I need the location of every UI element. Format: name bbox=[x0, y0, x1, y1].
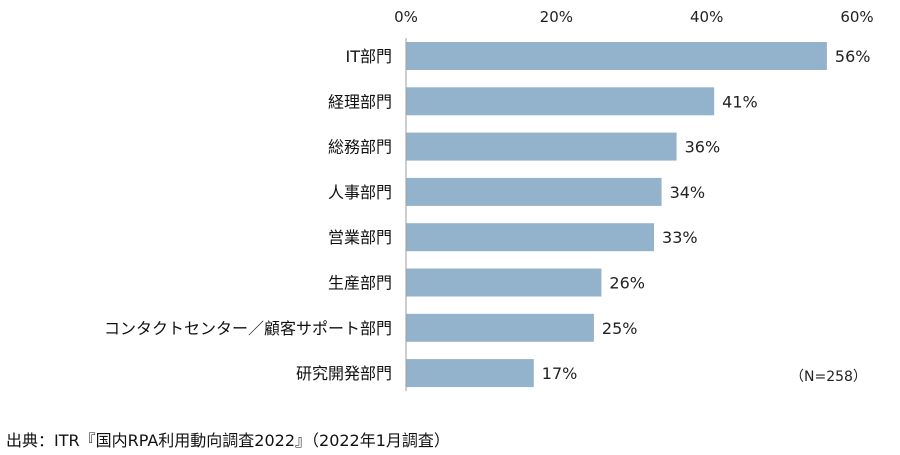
category-label: IT部門 bbox=[346, 47, 393, 66]
value-label: 36% bbox=[685, 138, 721, 157]
category-labels: IT部門経理部門総務部門人事部門営業部門生産部門コンタクトセンター／顧客サポート… bbox=[104, 47, 392, 383]
bar bbox=[406, 132, 677, 161]
x-tick-label: 60% bbox=[840, 8, 873, 26]
source-caption: 出典：ITR『国内RPA利用動向調査2022』（2022年1月調査） bbox=[6, 431, 450, 450]
category-label: 研究開発部門 bbox=[296, 364, 392, 383]
bar bbox=[406, 223, 655, 252]
category-label: コンタクトセンター／顧客サポート部門 bbox=[104, 319, 392, 338]
value-label: 33% bbox=[662, 228, 698, 247]
bar bbox=[406, 177, 662, 206]
x-tick-label: 20% bbox=[540, 8, 573, 26]
value-label: 41% bbox=[722, 92, 758, 111]
x-tick-label: 40% bbox=[690, 8, 723, 26]
category-label: 総務部門 bbox=[328, 138, 392, 157]
bar bbox=[406, 268, 602, 297]
bar bbox=[406, 313, 594, 342]
category-label: 人事部門 bbox=[328, 183, 392, 202]
value-label: 17% bbox=[542, 364, 578, 383]
x-axis-ticks: 0% 20% 40% 60% bbox=[394, 8, 874, 26]
value-label: 26% bbox=[609, 274, 645, 293]
bar bbox=[406, 359, 534, 388]
value-label: 34% bbox=[670, 183, 706, 202]
value-label: 25% bbox=[602, 319, 638, 338]
category-label: 営業部門 bbox=[328, 228, 392, 247]
sample-size-note: （N=258） bbox=[790, 369, 867, 385]
bars bbox=[406, 42, 827, 388]
bar bbox=[406, 42, 827, 70]
bar bbox=[406, 87, 715, 116]
value-labels: 56% 41% 36% 34% 33% 26% 25% 17% bbox=[542, 47, 871, 383]
value-label: 56% bbox=[835, 47, 871, 66]
category-label: 経理部門 bbox=[328, 92, 392, 111]
category-label: 生産部門 bbox=[328, 274, 392, 293]
x-tick-label: 0% bbox=[394, 8, 418, 26]
